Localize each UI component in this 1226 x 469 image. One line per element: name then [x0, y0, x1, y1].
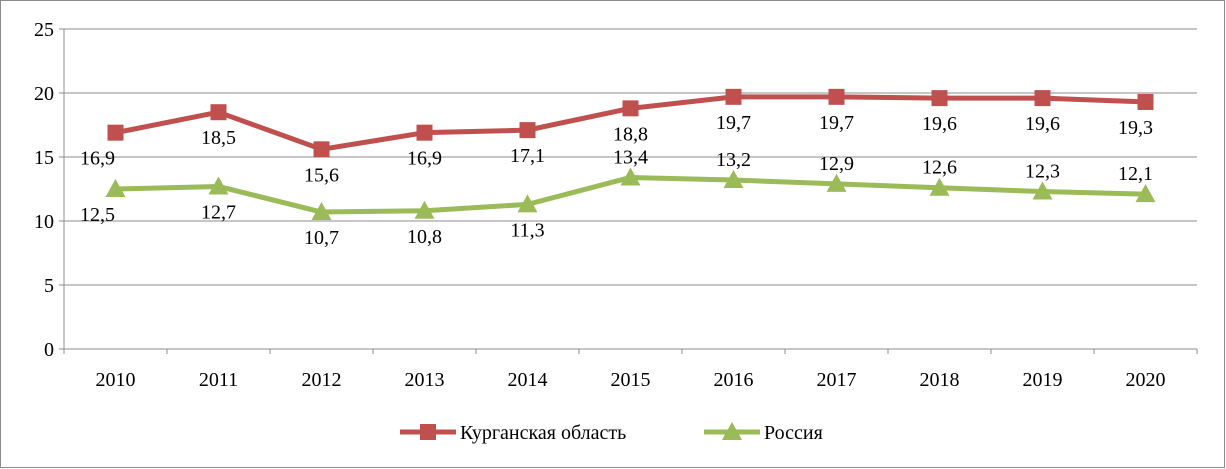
series-1-point	[1137, 93, 1154, 110]
series-group	[105, 88, 1156, 221]
series-2-point	[414, 200, 435, 219]
series-2-point	[826, 173, 847, 192]
data-label: 19,7	[716, 112, 751, 134]
series-1-point	[725, 88, 742, 105]
data-label: 15,6	[304, 164, 339, 186]
y-tick-label: 10	[34, 211, 54, 233]
y-tick-label: 20	[34, 83, 54, 105]
y-tick-label: 5	[44, 275, 54, 297]
series-1-point	[519, 122, 536, 139]
x-tick-label: 2011	[199, 369, 238, 391]
data-label: 13,4	[613, 146, 648, 168]
series-1-point	[416, 124, 433, 141]
x-tick-label: 2013	[405, 369, 445, 391]
series-2-point	[208, 176, 229, 195]
data-label: 12,7	[201, 201, 236, 223]
data-label: 10,7	[304, 227, 339, 249]
series-2-point	[311, 202, 332, 221]
series-1-point	[622, 100, 639, 117]
y-tick-label: 25	[34, 19, 54, 41]
data-label: 18,5	[201, 127, 236, 149]
series-2-point	[1135, 184, 1156, 203]
x-tick-label: 2014	[508, 369, 548, 391]
series-2-point	[929, 177, 950, 196]
series-2-point	[620, 167, 641, 186]
y-tick-label: 0	[44, 339, 54, 361]
series-1-point	[1034, 90, 1051, 107]
data-label: 16,9	[407, 148, 442, 170]
grid-lines	[64, 28, 1197, 286]
data-label: 12,5	[80, 204, 115, 226]
x-tick-label: 2012	[302, 369, 342, 391]
series-2-point	[1032, 181, 1053, 200]
series-1-point	[107, 124, 124, 141]
series-1-point	[931, 90, 948, 107]
series-1-point	[210, 104, 227, 121]
data-label: 19,6	[922, 113, 957, 135]
x-tick-label: 2019	[1023, 369, 1063, 391]
series-2-point	[517, 194, 538, 213]
y-tick-label: 15	[34, 147, 54, 169]
data-label: 12,3	[1025, 161, 1060, 183]
series-1-point	[313, 141, 330, 158]
x-axis-tick-labels: 2010 2011 2012 2013 2014 2015 2016 2017 2018 2019…	[96, 369, 1166, 391]
axes	[59, 28, 1198, 354]
data-label: 19,7	[819, 112, 854, 134]
data-label: 19,6	[1025, 113, 1060, 135]
data-label: 19,3	[1118, 117, 1153, 139]
data-label: 18,8	[613, 123, 648, 145]
x-tick-label: 2015	[611, 369, 651, 391]
x-tick-label: 2020	[1126, 369, 1166, 391]
data-label: 12,6	[922, 157, 957, 179]
legend-label: Курганская область	[460, 422, 626, 444]
x-tick-label: 2017	[817, 369, 857, 391]
data-labels: 16,9 18,5 15,6 16,9 17,1 18,8 19,7 19,7 19,6 19,6…	[80, 112, 1153, 249]
data-label: 13,2	[716, 149, 751, 171]
y-axis-tick-labels: 0 5 10 15 20 25	[34, 19, 54, 361]
data-label: 11,3	[510, 219, 544, 241]
legend-label: Россия	[764, 422, 823, 444]
series-2-point	[105, 179, 126, 197]
data-label: 10,8	[407, 226, 442, 248]
series-2-point	[723, 170, 744, 189]
series-1-point	[828, 88, 845, 105]
x-tick-label: 2016	[714, 369, 754, 391]
x-tick-label: 2010	[96, 369, 136, 391]
data-label: 12,9	[819, 153, 854, 175]
data-label: 12,1	[1118, 163, 1153, 185]
data-label: 16,9	[80, 148, 115, 170]
data-label: 17,1	[510, 145, 545, 167]
x-tick-label: 2018	[920, 369, 960, 391]
legend: Курганская область Россия	[400, 422, 823, 444]
legend-marker-triangle	[722, 422, 742, 440]
legend-marker-square	[420, 424, 436, 440]
